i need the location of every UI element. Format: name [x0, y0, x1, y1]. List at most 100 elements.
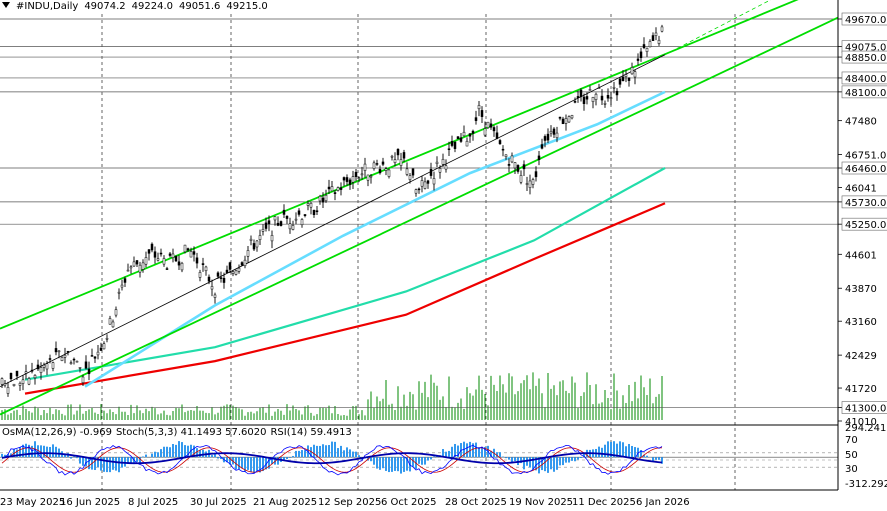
osma-bar — [355, 451, 357, 458]
osma-bar — [442, 449, 444, 458]
candle-body — [597, 87, 601, 89]
osma-bar — [1, 453, 3, 458]
osma-bar — [145, 454, 147, 458]
osma-bar — [130, 457, 132, 464]
osma-bar — [643, 454, 645, 458]
osma-bar — [115, 457, 117, 471]
osma-bar — [529, 457, 531, 468]
candle-body — [384, 168, 388, 171]
osma-bar — [244, 457, 246, 472]
candle-body — [261, 229, 265, 232]
candle-body — [123, 278, 127, 283]
candle-body — [174, 255, 178, 262]
candle-body — [96, 351, 100, 356]
indicator-axis-label-2: 50 — [845, 450, 858, 461]
chevron-down-icon[interactable] — [2, 2, 10, 8]
candle-body — [594, 93, 598, 100]
candle-body — [483, 128, 487, 136]
osma-bar — [547, 457, 549, 473]
candle-body — [561, 118, 565, 125]
osma-bar — [532, 457, 534, 470]
candle-body — [195, 257, 199, 264]
osma-bar — [343, 450, 345, 458]
candle-body — [9, 372, 13, 380]
candle-body — [162, 258, 166, 265]
candle-body — [435, 161, 439, 165]
candle-body — [399, 159, 403, 166]
candle-body — [537, 155, 541, 160]
candle-body — [420, 180, 424, 187]
candle-body — [612, 86, 616, 89]
candle-body — [609, 97, 613, 99]
candle-body — [534, 171, 538, 178]
osma-bar — [388, 457, 390, 473]
candle-body — [318, 196, 322, 202]
candle-body — [396, 148, 400, 156]
osma-bar — [52, 444, 54, 458]
x-tick-label-0: 23 May 2025 — [0, 497, 65, 508]
y-tick-label-10: 45250.0 — [845, 220, 886, 231]
candle-body — [141, 262, 145, 270]
candle-body — [546, 133, 550, 141]
osma-bar — [394, 457, 396, 471]
osma-bar — [346, 447, 348, 458]
osma-bar — [154, 451, 156, 458]
osma-bar — [349, 449, 351, 458]
y-label-box — [841, 12, 887, 26]
indicator-axis-label-1: 70 — [845, 435, 858, 446]
osma-bar — [565, 457, 567, 463]
candle-body — [15, 370, 19, 377]
osma-bar — [523, 457, 525, 470]
osma-bar — [310, 447, 312, 458]
candle-body — [645, 48, 649, 52]
candle-body — [54, 348, 58, 353]
price-header: #INDU,Daily 49074.2 49224.0 49051.6 49215.0 — [2, 1, 274, 12]
osma-bar — [139, 457, 141, 463]
candle-body — [492, 127, 496, 132]
osma-bar — [433, 456, 435, 458]
candle-body — [90, 355, 94, 357]
candle-body — [192, 251, 196, 255]
osma-bar — [502, 456, 504, 458]
osma-bar — [397, 457, 399, 472]
candle-body — [450, 141, 454, 146]
candle-body — [153, 251, 157, 258]
candle-body — [462, 131, 466, 137]
candle-body — [516, 165, 520, 172]
candle-body — [6, 387, 10, 394]
candle-body — [486, 121, 490, 128]
y-tick-label-11: 44601 — [845, 250, 877, 261]
candle-body — [414, 189, 418, 194]
osma-bar — [40, 445, 42, 458]
indicator-axis-label-0: 294.241 — [845, 423, 886, 434]
candle-body — [24, 371, 28, 374]
osma-bar — [187, 445, 189, 458]
osma-bar — [94, 457, 96, 471]
candle-body — [72, 358, 76, 361]
osma-bar — [157, 452, 159, 458]
osma-bar — [406, 457, 408, 471]
candles — [0, 24, 664, 397]
osma-bar — [472, 443, 474, 458]
candle-body — [627, 77, 631, 81]
osma-bar — [454, 443, 456, 458]
high-value: 49224.0 — [131, 1, 174, 12]
x-tick-label-6: 6 Oct 2025 — [381, 497, 436, 508]
osma-bar — [658, 457, 660, 460]
candle-body — [255, 240, 259, 248]
candle-body — [633, 71, 637, 78]
candle-body — [138, 264, 142, 273]
osma-bar — [580, 457, 582, 459]
candle-body — [585, 96, 589, 100]
y-tick-label-3: 48400.0 — [845, 74, 886, 85]
candle-body — [99, 347, 103, 351]
osma-bar — [289, 457, 291, 458]
candle-body — [600, 95, 604, 101]
osma-bar — [535, 457, 537, 471]
candle-body — [219, 277, 223, 279]
stoch-main-line — [1, 444, 663, 476]
osma-bar — [136, 457, 138, 462]
candle-body — [510, 155, 514, 163]
candle-body — [336, 187, 340, 191]
